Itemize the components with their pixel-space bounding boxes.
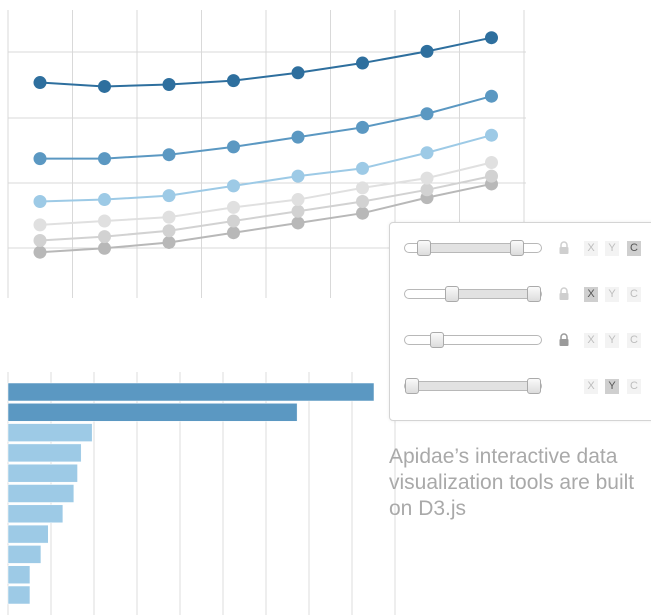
data-point: [33, 218, 47, 232]
data-point: [98, 79, 111, 93]
series-line: [40, 95, 492, 160]
bar: [7, 524, 49, 544]
data-point: [291, 130, 305, 144]
data-point: [356, 120, 369, 134]
range-slider[interactable]: [404, 332, 542, 348]
bar: [7, 585, 31, 605]
data-point: [33, 76, 47, 90]
x-axis-button[interactable]: X: [584, 379, 598, 394]
data-point: [162, 189, 176, 203]
y-axis-button[interactable]: Y: [605, 241, 619, 256]
data-point: [33, 234, 47, 247]
data-point: [420, 107, 434, 121]
range-slider[interactable]: [404, 240, 542, 256]
axis-controls-panel: X Y C X Y C X Y C X Y C: [389, 222, 651, 421]
data-point: [227, 179, 240, 193]
data-point: [356, 206, 369, 220]
data-point: [227, 200, 240, 214]
data-point: [98, 193, 111, 207]
data-point: [227, 226, 240, 240]
data-point: [356, 161, 369, 175]
data-point: [227, 74, 240, 88]
data-point: [485, 89, 498, 103]
range-slider[interactable]: [404, 378, 542, 394]
bar: [7, 565, 31, 584]
data-point: [356, 181, 369, 195]
data-point: [291, 204, 305, 218]
series-line: [39, 36, 492, 88]
bar: [7, 403, 298, 422]
series-line: [39, 175, 492, 242]
control-row: X Y C: [390, 283, 651, 307]
data-point: [98, 214, 111, 228]
c-axis-button[interactable]: C: [627, 379, 641, 394]
x-axis-button[interactable]: X: [584, 287, 598, 302]
data-point: [98, 230, 111, 244]
data-point: [227, 140, 240, 154]
bar-chart: [7, 382, 375, 605]
data-point: [291, 66, 305, 80]
control-row: X Y C: [390, 375, 651, 399]
data-point: [33, 195, 47, 208]
data-point: [485, 31, 498, 45]
data-point: [33, 245, 47, 259]
series-line: [39, 134, 492, 203]
data-point: [420, 171, 434, 185]
data-point: [162, 78, 176, 91]
c-axis-button[interactable]: C: [627, 287, 641, 302]
data-point: [356, 56, 369, 70]
lock-icon[interactable]: [558, 333, 570, 347]
y-axis-button[interactable]: Y: [605, 379, 619, 394]
c-axis-button[interactable]: C: [627, 241, 641, 256]
data-point: [291, 216, 305, 230]
data-point: [162, 148, 176, 162]
data-point: [162, 210, 176, 224]
bar: [7, 382, 375, 402]
control-row: X Y C: [390, 237, 651, 261]
lock-icon[interactable]: [558, 287, 570, 301]
lock-icon[interactable]: [558, 241, 570, 255]
line-chart: [33, 31, 498, 259]
data-point: [485, 169, 498, 183]
control-row: X Y C: [390, 329, 651, 353]
series-line: [39, 161, 492, 226]
x-axis-button[interactable]: X: [584, 241, 598, 256]
data-point: [485, 156, 498, 169]
bar: [7, 463, 78, 483]
data-point: [356, 195, 369, 208]
data-point: [420, 146, 434, 160]
data-point: [291, 169, 305, 183]
range-slider[interactable]: [404, 286, 542, 302]
y-axis-button[interactable]: Y: [605, 333, 619, 348]
y-axis-button[interactable]: Y: [605, 287, 619, 302]
bar: [7, 443, 82, 463]
bar: [7, 484, 75, 503]
data-point: [420, 44, 434, 58]
data-point: [291, 193, 305, 207]
bar: [7, 423, 93, 442]
series-line: [39, 182, 492, 254]
data-point: [420, 183, 434, 197]
data-point: [98, 241, 111, 255]
x-axis-button[interactable]: X: [584, 333, 598, 348]
bar: [7, 504, 64, 524]
data-point: [98, 152, 111, 166]
bar: [7, 545, 42, 564]
data-point: [162, 235, 176, 249]
data-point: [485, 128, 498, 142]
c-axis-button[interactable]: C: [627, 333, 641, 348]
data-point: [33, 152, 47, 166]
caption-text: Apidae’s interactive data visualization …: [389, 445, 635, 520]
data-point: [162, 224, 176, 238]
data-point: [227, 214, 240, 228]
